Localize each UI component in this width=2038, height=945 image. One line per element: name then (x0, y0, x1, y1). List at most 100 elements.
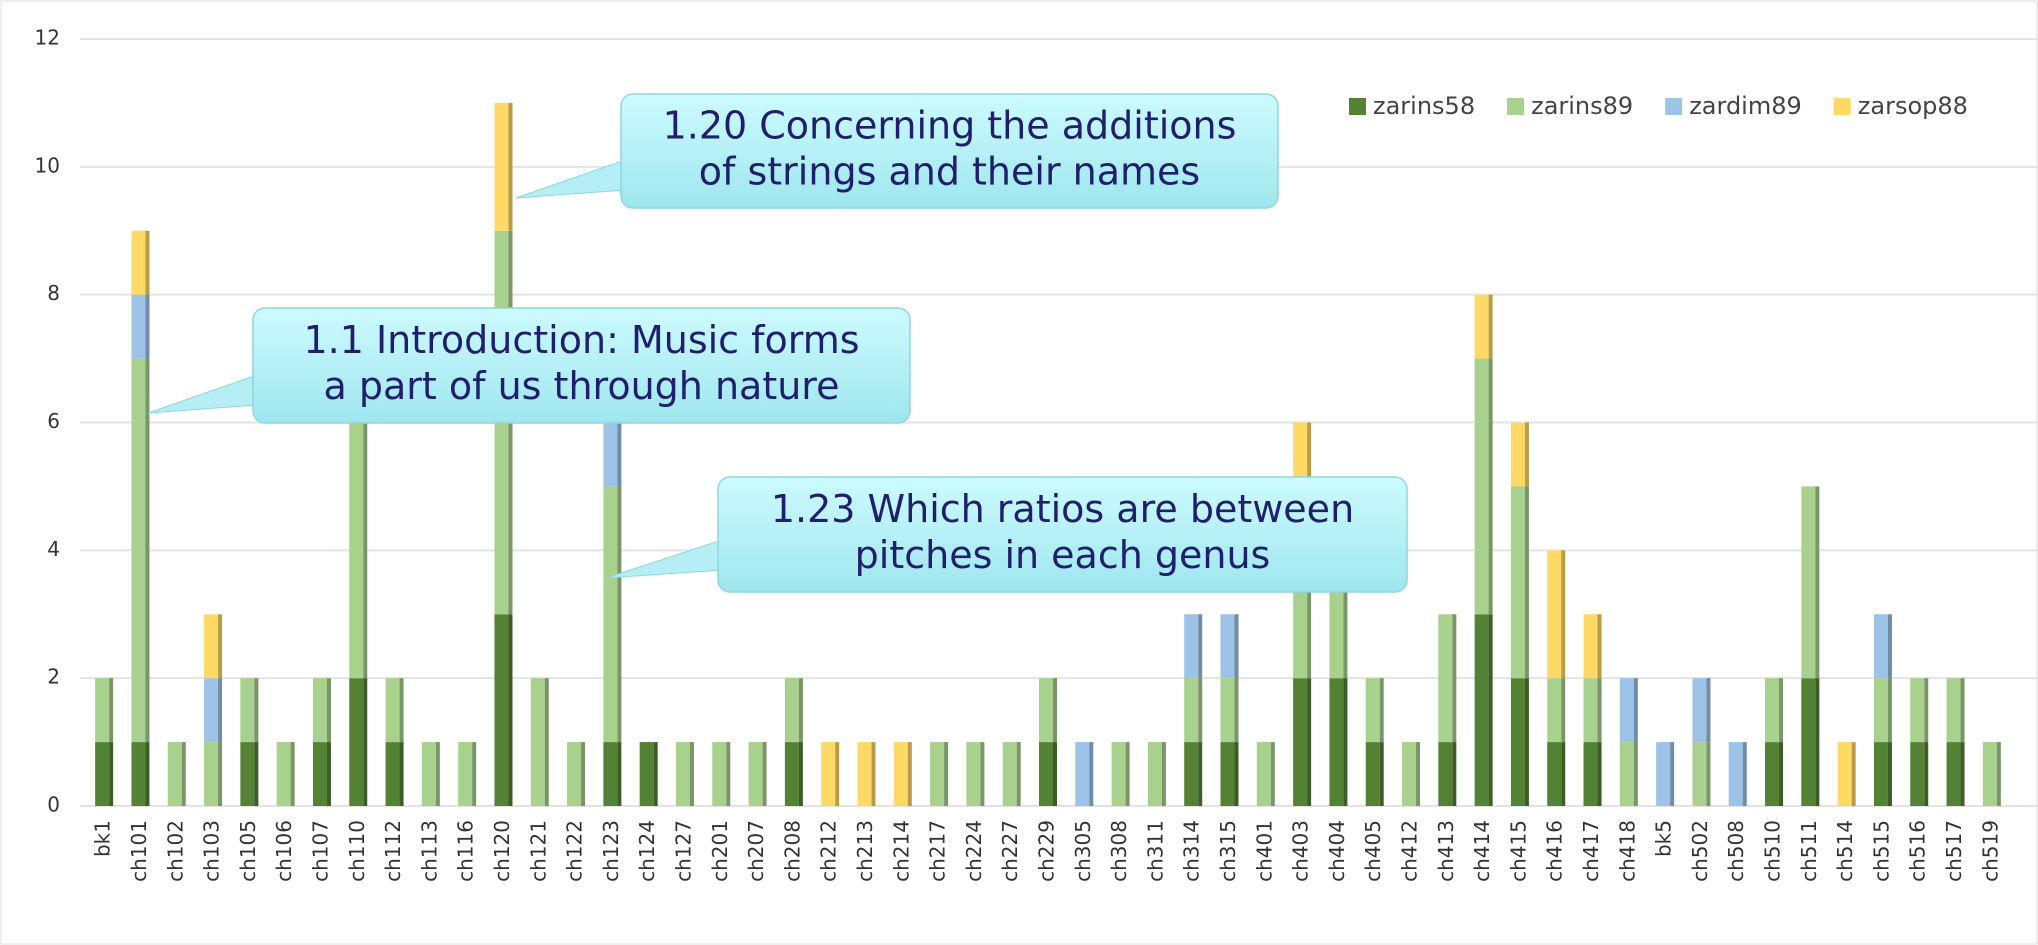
bar-face (312, 678, 327, 743)
bar-face (385, 742, 400, 806)
bar-segment (1873, 742, 1892, 806)
bar-face (1002, 742, 1017, 806)
bar-side (1198, 614, 1203, 679)
bar-face (784, 742, 799, 806)
bar-face (1220, 742, 1235, 806)
bar-segment (603, 742, 622, 806)
bar-face (1765, 742, 1780, 806)
bar-segment (567, 742, 586, 806)
bar-segment (1002, 742, 1021, 806)
x-tick-label: ch517 (1942, 820, 1966, 882)
bar-side (798, 678, 803, 743)
bar-segment (1293, 678, 1312, 806)
bar-segment (1801, 486, 1820, 679)
bar-face (748, 742, 763, 806)
bar-segment (312, 678, 331, 743)
bar-side (1633, 678, 1638, 743)
bar-segment (1692, 742, 1711, 806)
bar-side (907, 742, 912, 806)
bar-side (399, 678, 404, 743)
bar-face (1474, 358, 1489, 615)
bar-segment (204, 614, 223, 679)
bar-side (254, 678, 259, 743)
bar-side (109, 678, 114, 743)
bar-face (1365, 678, 1380, 743)
bar-face (1656, 742, 1671, 806)
x-tick-label: ch113 (417, 820, 441, 882)
bar-segment (1438, 742, 1457, 806)
bar-face (1619, 678, 1634, 743)
x-tick-label: ch311 (1143, 820, 1167, 882)
bar-side (1524, 486, 1529, 679)
bar-face (1765, 678, 1780, 743)
bar-side (1815, 678, 1820, 806)
bar-segment (349, 678, 368, 806)
bar-side (1524, 678, 1529, 806)
x-tick-label: ch510 (1761, 820, 1785, 882)
bar-face (1837, 742, 1852, 806)
x-tick-label: ch102 (163, 820, 187, 882)
x-tick-label: ch227 (998, 820, 1022, 882)
annotation-text: 1.1 Introduction: Music forms (303, 318, 859, 362)
x-tick-label: ch120 (490, 820, 514, 882)
annotation-text: a part of us through nature (324, 364, 840, 408)
x-tick-label: ch415 (1506, 820, 1530, 882)
x-tick-label: ch315 (1216, 820, 1240, 882)
x-tick-label: ch314 (1180, 820, 1204, 882)
bar-side (1887, 742, 1892, 806)
bar-face (1039, 742, 1053, 806)
x-tick-label: ch511 (1797, 820, 1821, 882)
x-tick-label: ch214 (889, 820, 913, 882)
x-tick-label: ch212 (817, 820, 841, 882)
x-tick-label: ch123 (599, 820, 623, 882)
bar-side (109, 742, 114, 806)
bar-side (617, 742, 622, 806)
bar-side (980, 742, 985, 806)
bar-face (167, 742, 182, 806)
bar-side (1561, 742, 1566, 806)
x-tick-label: ch308 (1107, 820, 1131, 882)
bar-face (1329, 678, 1344, 806)
bar-side (689, 742, 694, 806)
bar-side (617, 486, 622, 743)
x-tick-label: ch201 (708, 820, 732, 882)
annotation-text: 1.20 Concerning the additions (663, 104, 1237, 148)
bar-segment (1402, 742, 1421, 806)
bar-face (1583, 742, 1598, 806)
legend-swatch (1349, 98, 1366, 115)
bar-face (1184, 742, 1199, 806)
bar-side (1706, 678, 1711, 743)
bar-side (145, 358, 150, 743)
bar-side (544, 678, 549, 806)
bar-face (204, 742, 219, 806)
bar-segment (1656, 742, 1675, 806)
bar-side (1597, 742, 1602, 806)
bar-side (944, 742, 949, 806)
bar-face (1402, 742, 1417, 806)
bar-side (508, 614, 513, 806)
bar-face (1692, 742, 1707, 806)
bar-face (567, 742, 582, 806)
bar-segment (1220, 678, 1239, 743)
bar-face (385, 678, 400, 743)
bar-segment (1583, 742, 1602, 806)
x-tick-label: ch514 (1833, 820, 1857, 882)
bar-side (181, 742, 186, 806)
bar-face (494, 102, 509, 231)
bar-side (363, 358, 368, 679)
bar-side (835, 742, 840, 806)
bar-face (1583, 614, 1598, 679)
bar-segment (530, 678, 549, 806)
bar-segment (1547, 742, 1566, 806)
x-tick-label: ch305 (1071, 820, 1095, 882)
bar-segment (1982, 742, 2001, 806)
bar-segment (1329, 678, 1348, 806)
bar-segment (1946, 742, 1965, 806)
bar-side (1779, 678, 1784, 743)
bar-side (1307, 422, 1312, 487)
bar-side (1561, 550, 1566, 679)
bar-side (1016, 742, 1021, 806)
bar-segment (1837, 742, 1856, 806)
bar-face (1801, 486, 1816, 679)
bar-segment (784, 742, 803, 806)
